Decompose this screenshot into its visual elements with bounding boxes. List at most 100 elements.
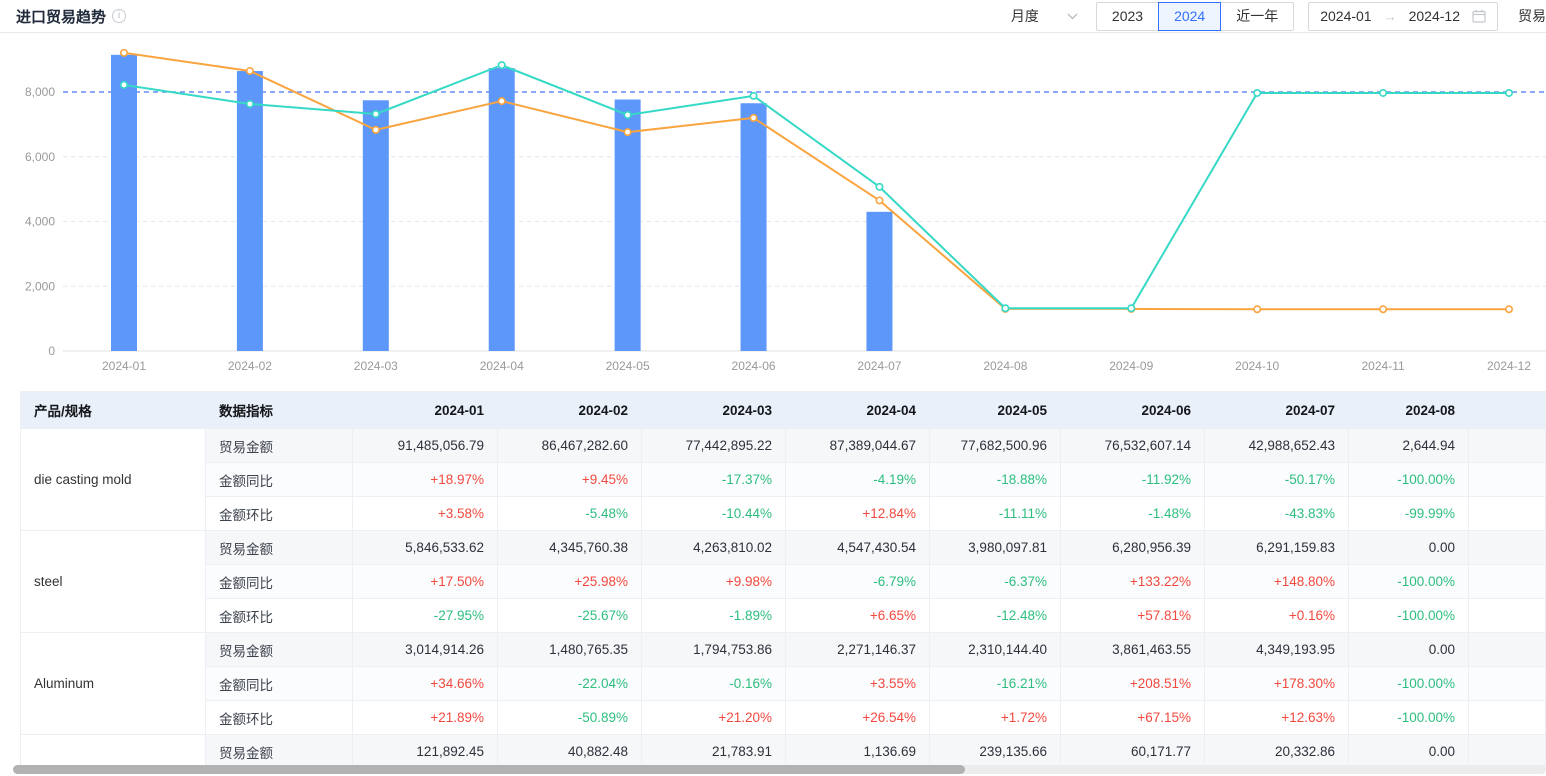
line-teal: [123, 64, 1509, 310]
trend-chart[interactable]: 0 2,000 4,000 6,000 8,000 2024-01 2024-02 2024-…: [0, 33, 1546, 379]
value-cell: +26.54%: [785, 700, 930, 735]
product-name-cell: steel: [20, 530, 206, 633]
line-teal-point-2024-03[interactable]: [371, 110, 380, 119]
line-orange-point-2024-03[interactable]: [371, 125, 380, 134]
line-teal-point-2024-07[interactable]: [875, 182, 884, 191]
arrow-right-icon: →: [1383, 8, 1397, 24]
value-cell: -11.11%: [929, 496, 1061, 531]
line-orange-point-2024-10[interactable]: [1253, 305, 1262, 314]
value-cell: 86,467,282.60: [497, 428, 642, 463]
bar-2024-07[interactable]: [866, 211, 893, 351]
year-button-last-year[interactable]: 近一年: [1220, 1, 1295, 31]
trend-chart-canvas[interactable]: 0 2,000 4,000 6,000 8,000 2024-01 2024-02 2024-…: [0, 33, 1546, 379]
value-cell: 1,136.69: [785, 734, 930, 769]
value-cell: -16.21%: [929, 666, 1061, 701]
value-cell: 0.00: [1348, 530, 1469, 565]
bar-2024-06[interactable]: [740, 103, 767, 351]
value-cell: -27.95%: [352, 598, 498, 633]
bar-2024-03[interactable]: [362, 100, 389, 352]
line-orange-point-2024-06[interactable]: [749, 113, 758, 122]
value-cell: -4.19%: [785, 462, 930, 497]
line-teal-point-2024-08[interactable]: [1001, 304, 1010, 313]
line-teal-point-2024-09[interactable]: [1127, 304, 1136, 313]
value-cell: -100.00%: [1348, 598, 1469, 633]
metric-label-cell: 金额同比: [205, 564, 353, 599]
line-teal-point-2024-12[interactable]: [1505, 88, 1514, 97]
table-header-row: 产品/规格 数据指标 2024-01 2024-02 2024-03 2024-04 202…: [20, 391, 1546, 429]
value-cell: -99.99%: [1348, 496, 1469, 531]
bar-2024-02[interactable]: [236, 71, 263, 351]
line-teal-point-2024-01[interactable]: [120, 80, 129, 89]
year-button-2023[interactable]: 2023: [1095, 1, 1160, 31]
x-axis-tick: 2024-06: [732, 359, 776, 373]
value-cell: 87,389,044.67: [785, 428, 930, 463]
col-header-2024-04: 2024-04: [785, 391, 930, 429]
value-cell: +1.72%: [929, 700, 1061, 735]
value-cell: 21,783.91: [641, 734, 786, 769]
value-cell: +3.58%: [352, 496, 498, 531]
x-axis-tick: 2024-02: [228, 359, 272, 373]
value-cell: 2,310,144.40: [929, 632, 1061, 667]
line-orange-point-2024-12[interactable]: [1505, 305, 1514, 314]
value-cell: +25.98%: [497, 564, 642, 599]
value-cell: +208.51%: [1060, 666, 1205, 701]
value-cell: 4,547,430.54: [785, 530, 930, 565]
info-icon[interactable]: i: [112, 9, 127, 23]
y-axis-tick: 8,000: [25, 85, 55, 99]
bar-2024-01[interactable]: [111, 54, 137, 352]
period-select[interactable]: 月度: [1011, 6, 1082, 26]
date-range-picker[interactable]: 2024-01 → 2024-12: [1308, 1, 1498, 31]
table-row: 金额环比 +3.58% -5.48% -10.44% +12.84% -11.11% -1.…: [21, 496, 1546, 531]
y-axis-tick: 6,000: [25, 150, 55, 164]
col-header-2024-05: 2024-05: [929, 391, 1061, 429]
col-header-2024-08: 2024-08: [1348, 391, 1469, 429]
product-name-cell: Aluminum: [20, 632, 206, 735]
empty-cell: [1468, 530, 1546, 565]
line-teal-point-2024-11[interactable]: [1379, 88, 1388, 97]
value-cell: 77,442,895.22: [641, 428, 786, 463]
value-cell: 42,988,652.43: [1204, 428, 1349, 463]
line-teal-point-2024-10[interactable]: [1253, 88, 1262, 97]
value-cell: -12.48%: [929, 598, 1061, 633]
line-orange-point-2024-11[interactable]: [1379, 305, 1388, 314]
table-row: 金额环比 +21.89% -50.89% +21.20% +26.54% +1.72% +6…: [21, 700, 1546, 735]
line-teal-point-2024-02[interactable]: [245, 99, 254, 108]
x-axis-tick: 2024-01: [102, 359, 146, 373]
table-row: steel 贸易金额 5,846,533.62 4,345,760.38 4,263,8…: [20, 530, 1546, 633]
value-cell: -10.44%: [641, 496, 786, 531]
metric-label-cell: 贸易金额: [205, 734, 353, 769]
value-cell: 40,882.48: [497, 734, 642, 769]
value-cell: +12.63%: [1204, 700, 1349, 735]
value-cell: -17.37%: [641, 462, 786, 497]
bar-2024-05[interactable]: [614, 99, 641, 351]
line-teal-point-2024-04[interactable]: [497, 61, 506, 70]
metric-label-cell: 金额环比: [205, 598, 353, 633]
value-cell: -50.17%: [1204, 462, 1349, 497]
bar-2024-04[interactable]: [488, 68, 515, 351]
line-teal-point-2024-06[interactable]: [749, 91, 758, 100]
line-teal-point-2024-05[interactable]: [623, 110, 632, 119]
line-orange-point-2024-01[interactable]: [120, 48, 129, 57]
value-cell: 3,861,463.55: [1060, 632, 1205, 667]
table-row: 金额环比 -27.95% -25.67% -1.89% +6.65% -12.48% +57…: [21, 598, 1546, 633]
horizontal-scrollbar-track[interactable]: [13, 765, 1546, 774]
line-orange-point-2024-07[interactable]: [875, 196, 884, 205]
x-axis-tick: 2024-11: [1362, 359, 1405, 373]
y-axis-tick: 4,000: [25, 215, 55, 229]
line-orange-point-2024-05[interactable]: [623, 128, 632, 137]
value-cell: 2,271,146.37: [785, 632, 930, 667]
empty-cell: [1468, 632, 1546, 667]
year-button-2024[interactable]: 2024: [1158, 1, 1222, 31]
value-cell: +9.98%: [641, 564, 786, 599]
value-cell: 60,171.77: [1060, 734, 1205, 769]
x-axis-tick: 2024-05: [606, 359, 650, 373]
horizontal-scrollbar-thumb[interactable]: [13, 765, 965, 774]
x-axis-tick: 2024-07: [857, 359, 901, 373]
empty-cell: [1468, 496, 1546, 531]
line-orange-point-2024-04[interactable]: [497, 97, 506, 106]
value-cell: -50.89%: [497, 700, 642, 735]
line-orange-point-2024-02[interactable]: [245, 66, 254, 75]
x-axis-tick: 2024-08: [983, 359, 1027, 373]
y-axis-tick: 0: [48, 344, 55, 358]
page-title: 进口贸易趋势: [16, 8, 107, 26]
